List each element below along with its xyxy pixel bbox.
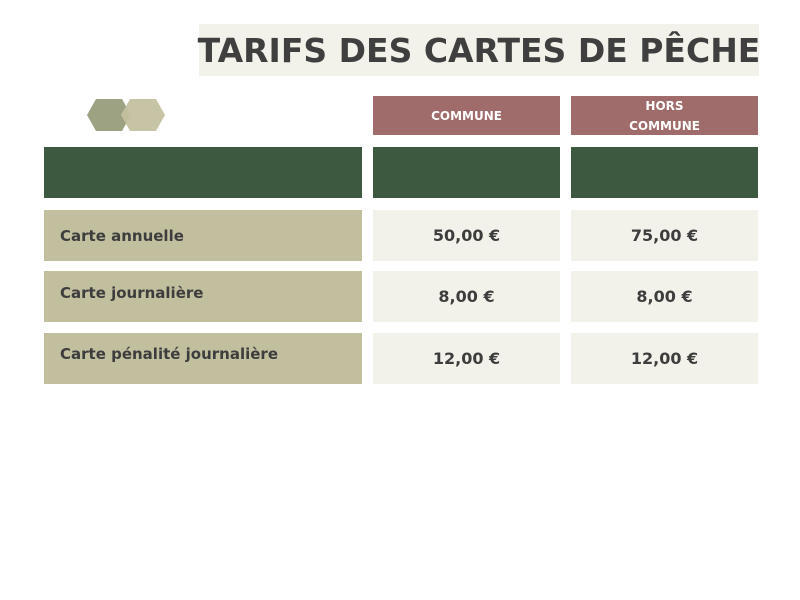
price-commune-text: 8,00 € — [438, 287, 495, 306]
hexagon-right-icon — [121, 99, 165, 131]
price-hors-commune-text: 75,00 € — [630, 226, 699, 245]
green-band-label — [44, 147, 362, 198]
header-hors-commune-line2: COMMUNE — [629, 118, 700, 133]
hexagon-pair-icon — [87, 99, 165, 131]
row-label-text: Carte journalière — [60, 284, 204, 302]
row-label-text: Carte pénalité journalière — [60, 345, 279, 363]
header-commune: COMMUNE — [373, 96, 560, 135]
price-hors-commune: 75,00 € — [571, 210, 758, 261]
price-commune-text: 50,00 € — [432, 226, 501, 245]
green-band-commune — [373, 147, 560, 198]
price-commune: 12,00 € — [373, 333, 560, 384]
header-hors-commune: HORS COMMUNE — [571, 96, 758, 135]
price-commune: 8,00 € — [373, 271, 560, 322]
header-commune-label: COMMUNE — [431, 108, 502, 123]
title-banner: TARIFS DES CARTES DE PÊCHE — [197, 24, 761, 76]
hexagon-left-icon — [87, 99, 131, 131]
header-hors-commune-line1: HORS — [645, 98, 684, 113]
row-label: Carte pénalité journalière — [44, 333, 362, 384]
price-commune-text: 12,00 € — [432, 349, 501, 368]
page-title: TARIFS DES CARTES DE PÊCHE — [197, 30, 761, 70]
price-hors-commune-text: 12,00 € — [630, 349, 699, 368]
price-commune: 50,00 € — [373, 210, 560, 261]
row-label: Carte annuelle — [44, 210, 362, 261]
price-hors-commune: 12,00 € — [571, 333, 758, 384]
row-label-text: Carte annuelle — [60, 226, 184, 245]
price-hors-commune: 8,00 € — [571, 271, 758, 322]
green-band-hors-commune — [571, 147, 758, 198]
price-hors-commune-text: 8,00 € — [636, 287, 693, 306]
row-label: Carte journalière — [44, 271, 362, 322]
